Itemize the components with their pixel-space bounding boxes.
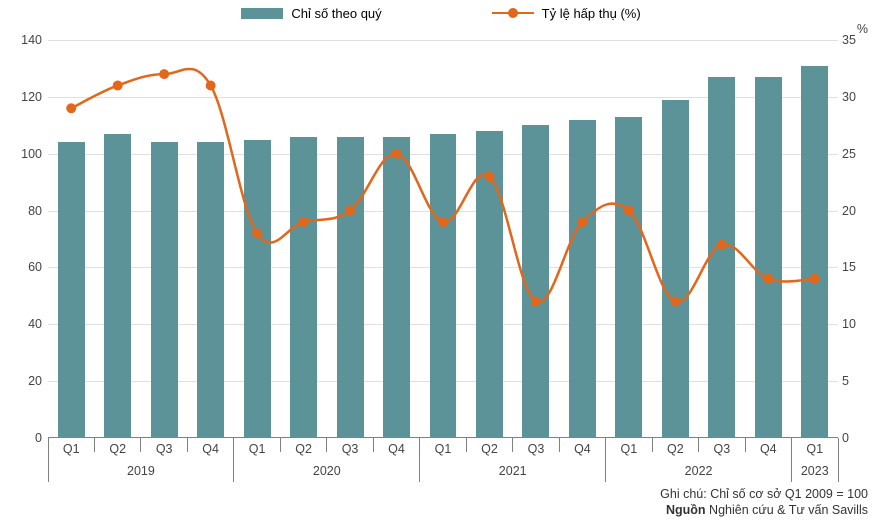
x-quarter-label: Q1 bbox=[795, 442, 835, 456]
x-quarter-label: Q1 bbox=[51, 442, 91, 456]
y-left-tick: 140 bbox=[12, 33, 42, 47]
x-quarter-label: Q2 bbox=[655, 442, 695, 456]
bar bbox=[755, 77, 782, 438]
y-right-tick: 30 bbox=[842, 90, 868, 104]
y-right-tick: 35 bbox=[842, 33, 868, 47]
axis-tick bbox=[187, 438, 188, 452]
axis-tick bbox=[94, 438, 95, 452]
x-quarter-label: Q3 bbox=[516, 442, 556, 456]
line-marker bbox=[206, 80, 216, 90]
plot-area: % 02040608010012014005101520253035Q1Q2Q3… bbox=[48, 40, 838, 438]
bar bbox=[522, 125, 549, 438]
y-right-tick: 10 bbox=[842, 317, 868, 331]
bar bbox=[337, 137, 364, 438]
axis-tick bbox=[140, 438, 141, 452]
bar bbox=[290, 137, 317, 438]
x-quarter-label: Q4 bbox=[562, 442, 602, 456]
bar bbox=[197, 142, 224, 438]
x-quarter-label: Q4 bbox=[377, 442, 417, 456]
axis-tick bbox=[466, 438, 467, 452]
legend-line-label: Tỷ lệ hấp thụ (%) bbox=[542, 6, 641, 21]
axis-tick bbox=[280, 438, 281, 452]
x-year-label: 2021 bbox=[420, 464, 606, 478]
x-quarter-label: Q3 bbox=[144, 442, 184, 456]
x-year-label: 2023 bbox=[792, 464, 838, 478]
x-quarter-label: Q3 bbox=[702, 442, 742, 456]
legend-item-line: Tỷ lệ hấp thụ (%) bbox=[492, 6, 641, 21]
axis-tick bbox=[326, 438, 327, 452]
bar bbox=[476, 131, 503, 438]
x-quarter-label: Q3 bbox=[330, 442, 370, 456]
line-marker bbox=[66, 103, 76, 113]
bar bbox=[569, 120, 596, 438]
y-left-tick: 120 bbox=[12, 90, 42, 104]
bar bbox=[662, 100, 689, 438]
legend: Chỉ số theo quý Tỷ lệ hấp thụ (%) bbox=[0, 2, 882, 24]
x-quarter-label: Q1 bbox=[423, 442, 463, 456]
y-left-tick: 20 bbox=[12, 374, 42, 388]
x-quarter-label: Q2 bbox=[469, 442, 509, 456]
x-quarter-label: Q4 bbox=[191, 442, 231, 456]
axis-tick bbox=[559, 438, 560, 452]
x-quarter-label: Q1 bbox=[609, 442, 649, 456]
y-left-tick: 100 bbox=[12, 147, 42, 161]
x-year-label: 2022 bbox=[606, 464, 792, 478]
footer-note-1: Ghi chú: Chỉ số cơ sở Q1 2009 = 100 bbox=[660, 487, 868, 501]
bar bbox=[151, 142, 178, 438]
bar bbox=[104, 134, 131, 438]
bar-swatch-icon bbox=[241, 8, 283, 19]
axis-tick bbox=[745, 438, 746, 452]
y-right-tick: 5 bbox=[842, 374, 868, 388]
y-left-tick: 60 bbox=[12, 260, 42, 274]
bar bbox=[244, 140, 271, 439]
y-right-tick: 15 bbox=[842, 260, 868, 274]
y-right-tick: 25 bbox=[842, 147, 868, 161]
x-quarter-label: Q4 bbox=[748, 442, 788, 456]
x-year-label: 2019 bbox=[48, 464, 234, 478]
axis-tick bbox=[698, 438, 699, 452]
bar bbox=[383, 137, 410, 438]
legend-bar-label: Chỉ số theo quý bbox=[291, 6, 381, 21]
y-left-tick: 40 bbox=[12, 317, 42, 331]
line-marker bbox=[113, 80, 123, 90]
x-quarter-label: Q2 bbox=[284, 442, 324, 456]
y-left-tick: 0 bbox=[12, 431, 42, 445]
x-year-label: 2020 bbox=[234, 464, 420, 478]
legend-item-bar: Chỉ số theo quý bbox=[241, 6, 381, 21]
y-right-tick: 0 bbox=[842, 431, 868, 445]
y-left-tick: 80 bbox=[12, 204, 42, 218]
axis-tick bbox=[512, 438, 513, 452]
axis-tick bbox=[652, 438, 653, 452]
gridline bbox=[48, 40, 838, 41]
line-swatch-icon bbox=[492, 12, 534, 15]
line-marker bbox=[159, 69, 169, 79]
bar bbox=[615, 117, 642, 438]
footer-note-2: Nguồn Nghiên cứu & Tư vấn Savills bbox=[666, 503, 868, 517]
bar bbox=[708, 77, 735, 438]
x-quarter-label: Q1 bbox=[237, 442, 277, 456]
y-right-tick: 20 bbox=[842, 204, 868, 218]
bar bbox=[430, 134, 457, 438]
bar bbox=[801, 66, 828, 438]
axis-tick bbox=[373, 438, 374, 452]
x-quarter-label: Q2 bbox=[98, 442, 138, 456]
bar bbox=[58, 142, 85, 438]
